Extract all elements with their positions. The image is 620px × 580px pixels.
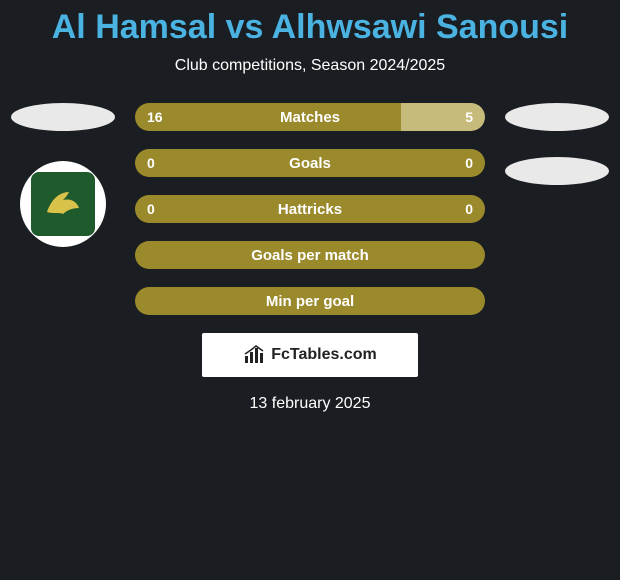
bar-label: Goals per match [135, 241, 485, 269]
right-player-placeholder-top [505, 103, 609, 131]
stat-bars: Matches165Goals00Hattricks00Goals per ma… [135, 103, 485, 315]
bar-value-left: 0 [147, 195, 155, 223]
right-player-column [502, 103, 612, 185]
stat-bar: Goals per match [135, 241, 485, 269]
bar-value-left: 0 [147, 149, 155, 177]
stat-bar: Matches16 5 [135, 103, 485, 131]
left-team-badge [20, 161, 106, 247]
stat-bar: Min per goal [135, 287, 485, 315]
bar-label: Hattricks [135, 195, 485, 223]
brand-chip: FcTables.com [202, 333, 418, 377]
bar-label: Matches [135, 103, 485, 131]
right-player-placeholder-bottom [505, 157, 609, 185]
page-title: Al Hamsal vs Alhwsawi Sanousi [0, 0, 620, 47]
eagle-icon [41, 182, 85, 226]
left-player-placeholder [11, 103, 115, 131]
bar-chart-icon [243, 344, 265, 366]
bar-value-right: 0 [465, 195, 473, 223]
stat-bar: Hattricks0 0 [135, 195, 485, 223]
bar-value-left: 16 [147, 103, 163, 131]
stat-bar: Goals0 0 [135, 149, 485, 177]
brand-text: FcTables.com [271, 346, 377, 364]
bar-label: Min per goal [135, 287, 485, 315]
comparison-content: Matches165Goals00Hattricks00Goals per ma… [0, 103, 620, 315]
bar-value-right: 0 [465, 149, 473, 177]
badge-inner [31, 172, 95, 236]
footer-date: 13 february 2025 [0, 395, 620, 413]
bar-label: Goals [135, 149, 485, 177]
page-subtitle: Club competitions, Season 2024/2025 [0, 57, 620, 75]
left-player-column [8, 103, 118, 247]
bar-value-right: 5 [465, 103, 473, 131]
